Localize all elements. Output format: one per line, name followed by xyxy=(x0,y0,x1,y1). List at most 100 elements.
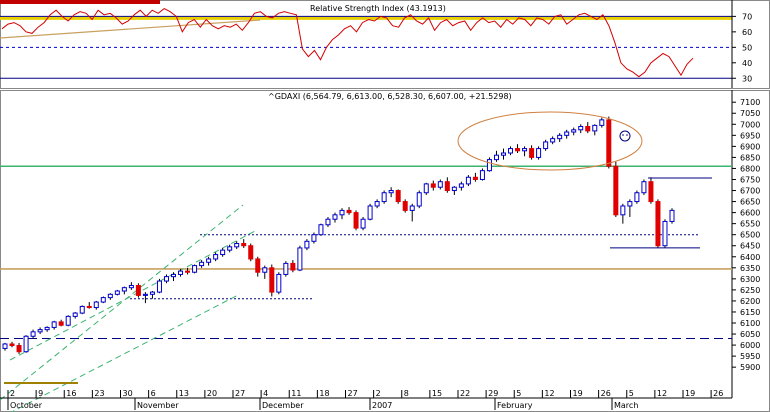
price-tick-label: 6650 xyxy=(740,198,760,207)
candle-body xyxy=(199,261,205,267)
candle-body xyxy=(142,293,148,296)
x-tick-label: 11 xyxy=(291,389,301,398)
candle-body xyxy=(388,190,394,194)
candle-body xyxy=(360,218,366,229)
month-label: February xyxy=(497,401,533,410)
candle-body xyxy=(121,287,127,292)
x-tick-label: 19 xyxy=(685,389,695,398)
candle-body xyxy=(585,125,591,132)
candle-body xyxy=(114,290,120,295)
candle-body xyxy=(627,201,633,207)
price-tick-label: 6750 xyxy=(740,175,760,184)
candle-body xyxy=(269,267,275,293)
candle-body xyxy=(486,159,492,172)
candle-body xyxy=(206,258,212,263)
candle-body xyxy=(634,192,640,203)
candle-body xyxy=(655,201,661,247)
candle-body xyxy=(472,176,478,180)
candle-body xyxy=(430,183,436,188)
candle-body xyxy=(339,209,345,216)
x-tick-label: 27 xyxy=(347,389,357,398)
price-panel: 7100705070006950690068506800675067006650… xyxy=(0,90,770,412)
price-frame xyxy=(0,90,770,412)
rsi-tick-label: 40 xyxy=(742,59,752,68)
candle-body xyxy=(304,240,310,249)
smiley-face xyxy=(619,130,631,142)
candle-body xyxy=(178,270,184,275)
candle-body xyxy=(311,234,317,242)
rsi-tick-label: 50 xyxy=(742,43,752,52)
candle-body xyxy=(163,276,169,282)
price-tick-label: 6250 xyxy=(740,286,760,295)
candle-body xyxy=(465,176,471,185)
candle-body xyxy=(613,165,619,216)
candle-body xyxy=(493,154,499,161)
candle-body xyxy=(662,220,668,247)
candle-body xyxy=(51,321,57,328)
candle-body xyxy=(283,262,289,275)
price-tick-label: 7050 xyxy=(740,109,760,118)
candle-body xyxy=(669,209,675,222)
candle-body xyxy=(529,148,535,158)
candle-body xyxy=(367,205,373,220)
candle-body xyxy=(374,201,380,207)
candle-body xyxy=(16,345,22,353)
candle-body xyxy=(557,134,563,140)
price-tick-label: 6700 xyxy=(740,187,760,196)
price-tick-label: 6350 xyxy=(740,264,760,273)
price-title: ^GDAXI (6,564.79, 6,613.00, 6,528.30, 6,… xyxy=(268,92,512,101)
rsi-frame xyxy=(0,0,770,89)
candle-body xyxy=(318,224,324,236)
candle-body xyxy=(192,265,198,273)
candle-body xyxy=(500,152,506,156)
x-tick-label: 5 xyxy=(629,389,634,398)
candle-body xyxy=(107,293,113,299)
candle-body xyxy=(599,119,605,126)
candle-body xyxy=(332,214,338,220)
candle-body xyxy=(444,181,450,192)
candle-body xyxy=(255,258,261,273)
price-tick-label: 6950 xyxy=(740,131,760,140)
month-label: November xyxy=(137,401,179,410)
candle-body xyxy=(220,249,226,256)
price-tick-label: 6300 xyxy=(740,275,760,284)
x-tick-label: 27 xyxy=(235,389,245,398)
candle-body xyxy=(262,267,268,273)
smiley-eye xyxy=(622,134,624,136)
price-tick-label: 6450 xyxy=(740,242,760,251)
price-tick-label: 5900 xyxy=(740,363,760,372)
top-ellipse xyxy=(457,111,643,171)
candle-body xyxy=(135,284,141,296)
x-tick-label: 9 xyxy=(38,389,43,398)
candle-body xyxy=(213,254,219,260)
trend-channel-line xyxy=(9,229,258,361)
candle-body xyxy=(156,280,162,293)
x-tick-label: 26 xyxy=(713,389,723,398)
candle-body xyxy=(227,246,233,251)
x-tick-label: 18 xyxy=(319,389,329,398)
candle-body xyxy=(185,270,191,273)
x-tick-label: 20 xyxy=(207,389,217,398)
candle-body xyxy=(171,273,177,278)
x-tick-label: 16 xyxy=(66,389,76,398)
smiley-eye xyxy=(626,134,628,136)
candle-body xyxy=(508,148,514,154)
price-tick-label: 7000 xyxy=(740,120,760,129)
rsi-trend-band xyxy=(0,19,261,39)
trend-channel-line xyxy=(0,204,244,401)
candle-body xyxy=(437,181,443,188)
price-tick-label: 6600 xyxy=(740,209,760,218)
x-tick-label: 15 xyxy=(432,389,442,398)
price-tick-label: 7100 xyxy=(740,98,760,107)
candle-body xyxy=(423,183,429,194)
candle-body xyxy=(402,201,408,211)
x-tick-label: 22 xyxy=(460,389,470,398)
month-label: December xyxy=(262,401,304,410)
price-tick-label: 6050 xyxy=(740,330,760,339)
candle-body xyxy=(44,326,50,331)
price-tick-label: 6900 xyxy=(740,142,760,151)
price-tick-label: 6800 xyxy=(740,164,760,173)
candle-body xyxy=(550,138,556,143)
candle-body xyxy=(571,129,577,133)
